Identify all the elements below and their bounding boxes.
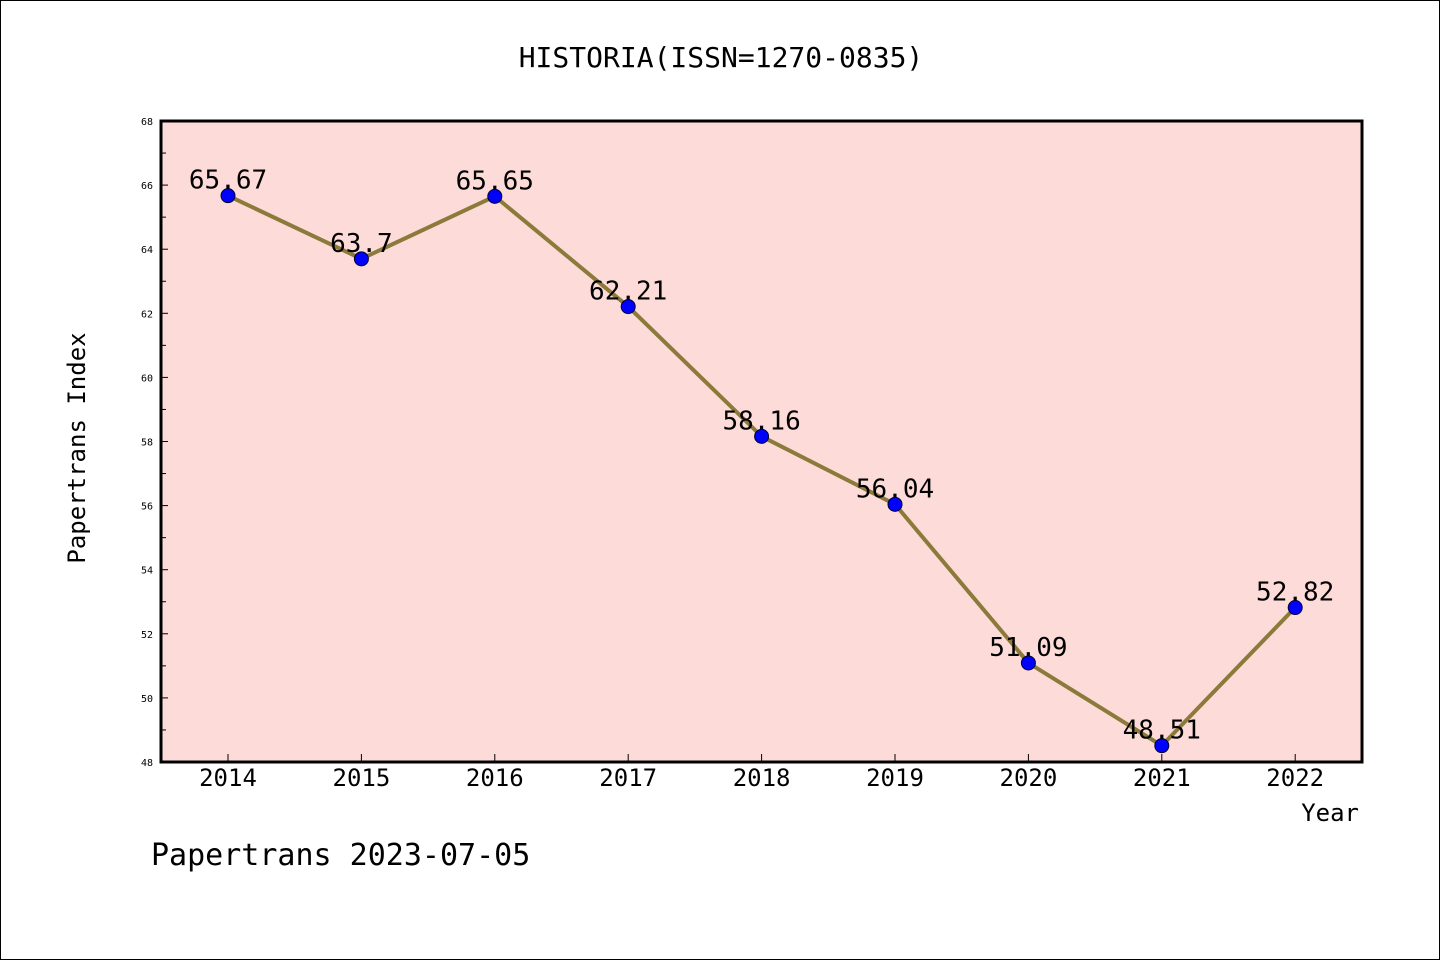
data-point-marker <box>1154 738 1170 754</box>
data-point-label: 56.04 <box>856 474 934 504</box>
data-labels: 65.67 63.7 65.65 62.21 58.16 56.04 51.09 48.51 5… <box>189 166 1334 746</box>
data-point-marker <box>620 299 636 315</box>
data-point-label: 63.7 <box>330 229 393 259</box>
y-tick-label: 56 <box>141 502 153 513</box>
y-tick-label: 54 <box>141 566 153 577</box>
data-point-label: 62.21 <box>589 277 667 307</box>
x-tick-label: 2022 <box>1266 764 1324 792</box>
x-tick-label: 2015 <box>333 764 391 792</box>
data-point-marker <box>220 188 236 204</box>
y-tick-label: 68 <box>141 117 153 128</box>
x-axis-label: Year <box>1301 799 1359 827</box>
y-tick-label: 66 <box>141 181 153 192</box>
data-point-label: 58.16 <box>722 406 800 436</box>
chart-title: HISTORIA(ISSN=1270-0835) <box>519 41 924 74</box>
series-markers <box>220 188 1303 754</box>
x-tick-label: 2016 <box>466 764 524 792</box>
y-tick-label: 62 <box>141 309 153 320</box>
x-axis-ticks: 2014 2015 2016 2017 2018 2019 2020 2021 2022 <box>199 754 1324 792</box>
x-tick-label: 2021 <box>1133 764 1191 792</box>
x-tick-label: 2020 <box>1000 764 1058 792</box>
data-point-marker <box>754 428 770 444</box>
data-point-label: 52.82 <box>1256 578 1334 608</box>
data-point-marker <box>1287 600 1303 616</box>
y-tick-label: 60 <box>141 373 153 384</box>
footer-date: Papertrans 2023-07-05 <box>151 838 530 873</box>
x-tick-label: 2017 <box>599 764 657 792</box>
data-point-label: 65.67 <box>189 166 267 196</box>
data-point-marker <box>1020 655 1036 671</box>
data-point-marker <box>887 496 903 512</box>
data-point-marker <box>487 188 503 204</box>
x-tick-label: 2014 <box>199 764 257 792</box>
y-tick-label: 64 <box>141 245 153 256</box>
data-point-label: 48.51 <box>1123 716 1201 746</box>
plot-border <box>159 119 1364 764</box>
data-point-label: 65.65 <box>456 166 534 196</box>
data-point-label: 51.09 <box>989 633 1067 663</box>
y-tick-label: 48 <box>141 758 153 769</box>
x-tick-label: 2018 <box>733 764 791 792</box>
data-point-marker <box>353 251 369 267</box>
y-tick-label: 50 <box>141 694 153 705</box>
x-tick-label: 2019 <box>866 764 924 792</box>
y-axis-label: Papertrans Index <box>63 332 91 563</box>
y-tick-label: 52 <box>141 630 153 641</box>
y-tick-label: 58 <box>141 438 153 449</box>
